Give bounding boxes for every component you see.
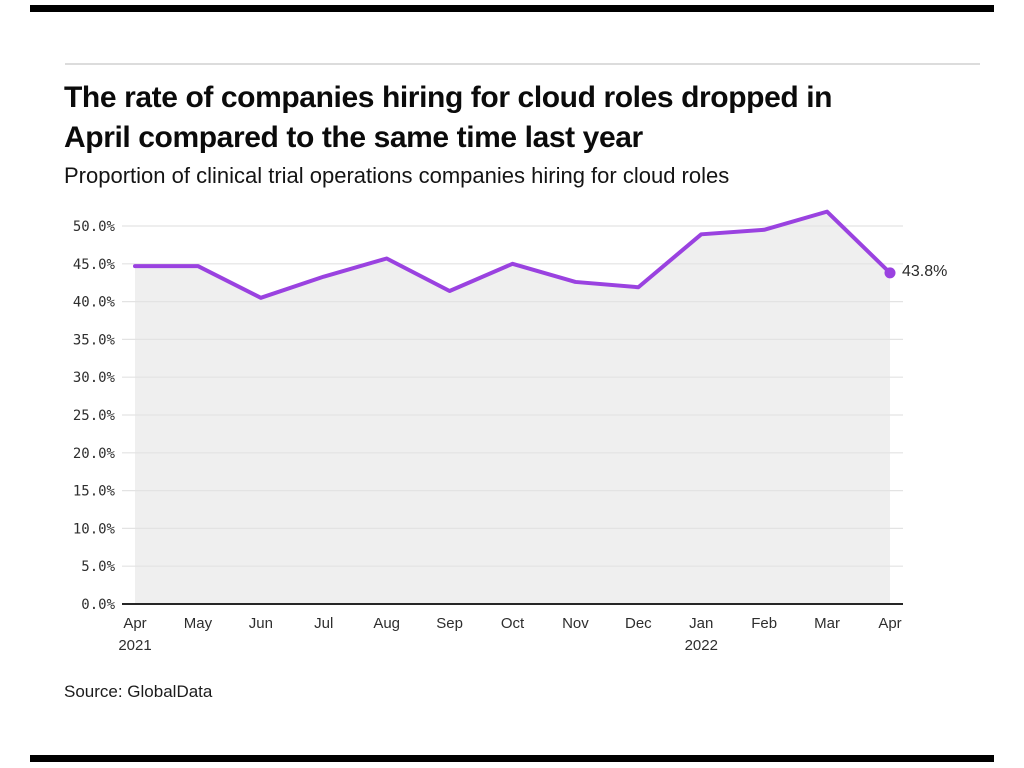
x-tick-label: Oct bbox=[501, 615, 525, 632]
x-tick-label: Feb bbox=[751, 615, 777, 632]
chart-subtitle: Proportion of clinical trial operations … bbox=[64, 163, 730, 188]
x-tick-label: Sep bbox=[436, 615, 463, 632]
x-tick-label: Jul bbox=[314, 615, 333, 632]
x-tick-label: Jun bbox=[249, 615, 273, 632]
end-value-label: 43.8% bbox=[902, 263, 948, 280]
y-tick-label: 30.0% bbox=[73, 370, 116, 386]
y-tick-label: 20.0% bbox=[73, 446, 116, 462]
x-tick-label: Dec bbox=[625, 615, 652, 632]
x-tick-label: Mar bbox=[814, 615, 840, 632]
x-tick-label: Apr bbox=[123, 615, 146, 632]
x-tick-label: May bbox=[184, 615, 213, 632]
page-title-line-2: April compared to the same time last yea… bbox=[64, 121, 643, 154]
end-point-marker bbox=[884, 267, 896, 279]
brand-bar-bottom bbox=[30, 755, 994, 762]
x-tick-label: Apr bbox=[878, 615, 901, 632]
x-tick-label: Nov bbox=[562, 615, 589, 632]
x-tick-label: Jan bbox=[689, 615, 713, 632]
trend-line bbox=[133, 209, 892, 300]
y-tick-label: 50.0% bbox=[73, 219, 116, 235]
brand-bar-top bbox=[30, 5, 994, 12]
y-tick-label: 0.0% bbox=[81, 597, 115, 613]
y-tick-label: 15.0% bbox=[73, 484, 116, 500]
y-tick-label: 5.0% bbox=[81, 559, 115, 575]
y-tick-label: 25.0% bbox=[73, 408, 116, 424]
y-tick-label: 35.0% bbox=[73, 332, 116, 348]
source-attribution: Source: GlobalData bbox=[64, 682, 213, 701]
page-title: The rate of companies hiring for cloud r… bbox=[64, 78, 954, 158]
y-tick-label: 10.0% bbox=[73, 521, 116, 537]
y-tick-label: 40.0% bbox=[73, 295, 116, 311]
x-tick-label: Aug bbox=[373, 615, 400, 632]
area-fill bbox=[135, 211, 890, 605]
y-tick-label: 45.0% bbox=[73, 257, 116, 273]
header-rule bbox=[65, 63, 980, 65]
page-title-line-1: The rate of companies hiring for cloud r… bbox=[64, 81, 833, 114]
x-year-label: 2021 bbox=[118, 637, 151, 654]
x-year-label: 2022 bbox=[685, 637, 718, 654]
